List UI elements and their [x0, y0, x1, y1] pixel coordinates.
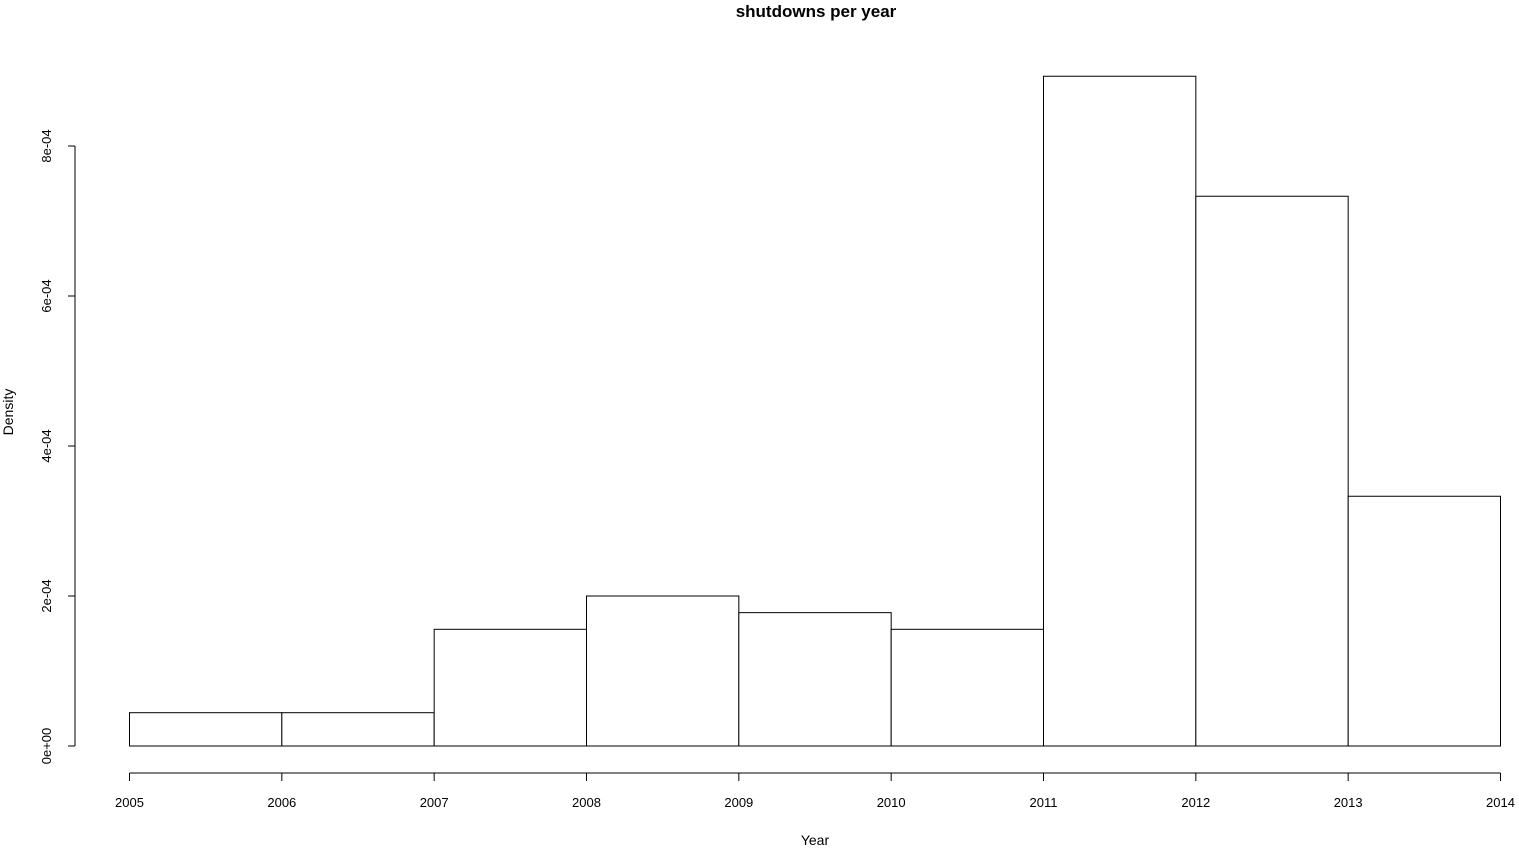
histogram-bar-2006: [281, 712, 435, 747]
y-tick-label: 8e-04: [39, 129, 54, 162]
x-axis: 2005 2006 2007 2008 2009 2010 2011 2012 2013 2014: [115, 772, 1515, 810]
x-tick-label: 2010: [877, 795, 906, 810]
histogram-bar-2007: [433, 628, 587, 747]
y-tick-label: 4e-04: [39, 429, 54, 462]
x-axis-label: Year: [801, 832, 830, 848]
y-tick-label: 6e-04: [39, 279, 54, 312]
y-axis-label: Density: [0, 389, 16, 436]
x-tick-label: 2012: [1181, 795, 1210, 810]
chart-title: shutdowns per year: [736, 2, 897, 21]
x-tick-label: 2007: [420, 795, 449, 810]
histogram-bar-2009: [738, 612, 892, 747]
histogram-bar-2010: [890, 628, 1045, 747]
histogram-bar-2011: [1043, 75, 1197, 747]
histogram-bar-2012: [1195, 195, 1349, 747]
y-tick-label: 2e-04: [39, 579, 54, 612]
x-tick-label: 2013: [1334, 795, 1363, 810]
x-tick-label: 2009: [724, 795, 753, 810]
y-tick-label: 0e+00: [39, 728, 54, 765]
histogram-bar-2005: [129, 712, 283, 747]
x-tick-label: 2008: [572, 795, 601, 810]
x-tick-label: 2005: [115, 795, 144, 810]
histogram-bar-2008: [586, 595, 740, 747]
histogram-bar-2013: [1347, 495, 1501, 747]
bars-group: [129, 75, 1501, 747]
x-tick-label: 2011: [1030, 795, 1058, 810]
x-tick-label: 2006: [267, 795, 296, 810]
x-tick-label: 2014: [1486, 795, 1515, 810]
y-axis: 0e+00 2e-04 4e-04 6e-04 8e-04: [39, 129, 76, 765]
